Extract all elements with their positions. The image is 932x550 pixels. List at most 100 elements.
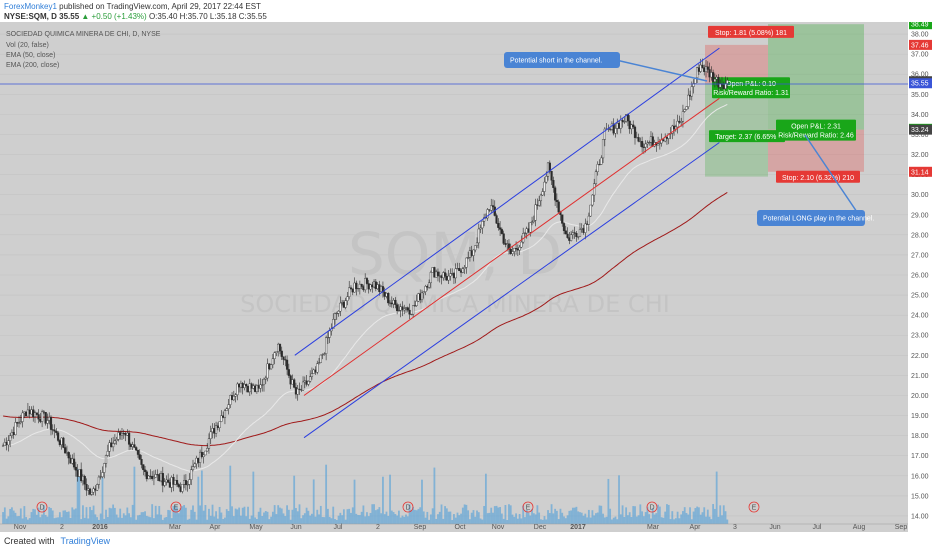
candle-body (459, 270, 463, 273)
volume-bar (401, 515, 404, 524)
volume-bar (23, 506, 26, 524)
volume-bar (312, 479, 315, 524)
time-tick-label: Oct (455, 524, 466, 531)
short-pl-label-text: Risk/Reward Ratio: 1.31 (713, 90, 789, 97)
candlestick-chart[interactable]: SQM, D SOCIEDAD QUIMICA MINERA DE CHI St… (0, 22, 932, 532)
candle-body (310, 373, 314, 377)
candle-body (335, 313, 338, 315)
candle-body (232, 396, 235, 401)
volume-bar (248, 518, 251, 524)
candle-body (301, 381, 305, 391)
volume-bar (131, 504, 134, 524)
volume-bar (657, 504, 659, 524)
candle-body (630, 124, 633, 130)
candle-body (621, 120, 624, 123)
volume-bar (502, 518, 505, 524)
candle-body (692, 83, 695, 87)
candle-body (525, 228, 528, 234)
candle-body (26, 409, 30, 417)
volume-bar (582, 515, 585, 524)
event-marker-label: E (526, 505, 531, 512)
volume-bar (357, 515, 359, 524)
long-target-label-text: Target: 2.37 (6.65%) (715, 134, 778, 141)
tradingview-logo-link[interactable]: TradingView (60, 536, 111, 546)
volume-bar (532, 513, 535, 524)
volume-bar (685, 513, 688, 524)
candle-body (14, 422, 17, 435)
volume-bar (311, 513, 313, 524)
volume-bar (666, 504, 668, 524)
volume-bar (398, 510, 400, 524)
author-link[interactable]: ForexMonkey1 (4, 2, 57, 11)
candle-body (87, 488, 90, 491)
volume-bar (463, 504, 466, 524)
volume-bar (193, 511, 196, 524)
time-tick-label: Apr (210, 524, 222, 531)
candle-body (598, 164, 601, 166)
volume-bar (208, 508, 210, 524)
candle-body (183, 480, 186, 485)
candle-body (681, 111, 685, 122)
volume-bar (655, 513, 658, 524)
candle-body (585, 223, 589, 225)
price-channel[interactable] (294, 47, 720, 439)
candle-body (154, 474, 157, 478)
time-tick-label: 3 (733, 524, 737, 531)
volume-bar (477, 512, 480, 524)
volume-bar (699, 514, 702, 524)
volume-bar (39, 517, 42, 524)
candle-body (44, 412, 47, 424)
volume-bar (339, 512, 342, 524)
candle-body (321, 354, 324, 356)
volume-bar (44, 514, 47, 524)
price-axis[interactable]: 38.0037.0036.0035.0034.0033.0032.0031.00… (908, 22, 932, 532)
candle-body (500, 229, 503, 234)
time-axis[interactable]: Nov 2 2016 Mar Apr May Jun Jul 2 Sep Oct Nov Dec 2017… (0, 523, 908, 531)
price-tag-box (909, 39, 932, 50)
volume-bar (303, 513, 306, 524)
time-tick-label: May (249, 524, 263, 531)
candle-body (262, 378, 266, 385)
candle-body (90, 491, 93, 495)
volume-bar (35, 514, 38, 524)
volume-bar (408, 504, 411, 524)
candle-body (396, 304, 399, 312)
candle-body (667, 133, 670, 139)
volume-bar (302, 515, 304, 524)
volume-bar (71, 507, 74, 524)
candle-body (103, 463, 106, 473)
candle-body (642, 146, 645, 148)
volume-bar (298, 504, 301, 524)
candle-body (28, 409, 31, 415)
candle-body (724, 83, 727, 89)
volume-bar (413, 509, 416, 524)
candle-body (71, 458, 74, 464)
volume-bar (46, 516, 49, 524)
volume-bar (406, 516, 409, 524)
volume-bar (28, 518, 31, 524)
volume-bar (271, 511, 274, 524)
volume-bar (247, 506, 249, 524)
candle-body (243, 384, 246, 389)
volume-bar (346, 509, 349, 524)
candle-body (275, 351, 278, 353)
candle-body (591, 194, 594, 206)
volume-bar (220, 512, 223, 524)
volume-bar (690, 519, 693, 524)
callout-notes[interactable]: Potential short in the channel. Potential… (504, 52, 874, 226)
candle-body (158, 474, 161, 482)
candle-body (410, 313, 413, 315)
volume-bar (284, 516, 287, 524)
time-tick-label: Jun (290, 524, 301, 531)
volume-bar (683, 507, 686, 524)
volume-bar (469, 519, 471, 524)
candle-body (119, 432, 122, 436)
event-marker (522, 501, 534, 513)
volume-bar (635, 516, 638, 524)
volume-bar (25, 517, 28, 524)
candle-body (706, 66, 709, 70)
candle-body (97, 476, 101, 485)
candle-body (80, 469, 83, 482)
candle-body (506, 243, 509, 245)
